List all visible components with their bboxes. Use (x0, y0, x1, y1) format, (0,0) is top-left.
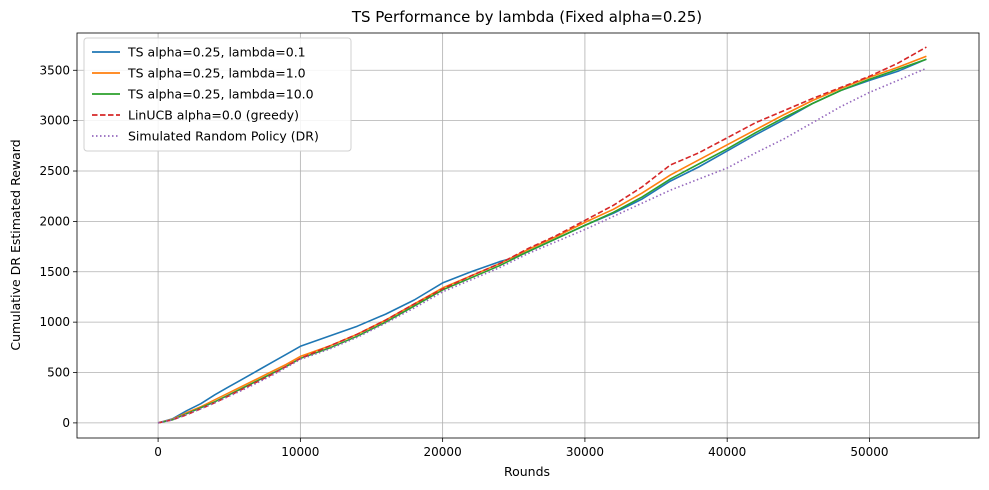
x-tick-label-3: 30000 (566, 445, 604, 459)
y-tick-label-2: 1000 (39, 315, 70, 329)
x-tick-label-2: 20000 (424, 445, 462, 459)
series-line-2 (157, 58, 927, 424)
y-tick-label-1: 500 (47, 366, 70, 380)
x-axis-label: Rounds (504, 464, 550, 479)
y-tick-label-6: 3000 (39, 114, 70, 128)
legend-label-2: TS alpha=0.25, lambda=10.0 (127, 87, 314, 102)
legend-label-4: Simulated Random Policy (DR) (128, 129, 319, 144)
y-tick-label-5: 2500 (39, 164, 70, 178)
series-lines (157, 46, 927, 424)
chart-title: TS Performance by lambda (Fixed alpha=0.… (351, 8, 702, 26)
series-line-3 (157, 46, 927, 424)
x-tick-label-1: 10000 (281, 445, 319, 459)
legend-label-3: LinUCB alpha=0.0 (greedy) (128, 108, 299, 123)
legend-label-0: TS alpha=0.25, lambda=0.1 (127, 45, 306, 60)
x-tick-label-5: 50000 (850, 445, 888, 459)
x-tick-label-0: 0 (154, 445, 162, 459)
y-tick-label-7: 3500 (39, 63, 70, 77)
x-tick-label-4: 40000 (708, 445, 746, 459)
legend: TS alpha=0.25, lambda=0.1 TS alpha=0.25, … (83, 37, 352, 152)
legend-box (83, 37, 352, 152)
series-line-4 (157, 67, 927, 424)
y-tick-label-4: 2000 (39, 214, 70, 228)
series-line-0 (157, 58, 927, 424)
y-tick-label-0: 0 (62, 416, 70, 430)
y-axis-label: Cumulative DR Estimated Reward (8, 139, 23, 350)
axes: 0 10000 20000 30000 40000 50000 0 500 1000 1500 20… (39, 32, 980, 459)
grid (77, 33, 979, 438)
y-tick-label-3: 1500 (39, 265, 70, 279)
legend-label-1: TS alpha=0.25, lambda=1.0 (127, 66, 306, 81)
plot-frame (76, 32, 980, 439)
